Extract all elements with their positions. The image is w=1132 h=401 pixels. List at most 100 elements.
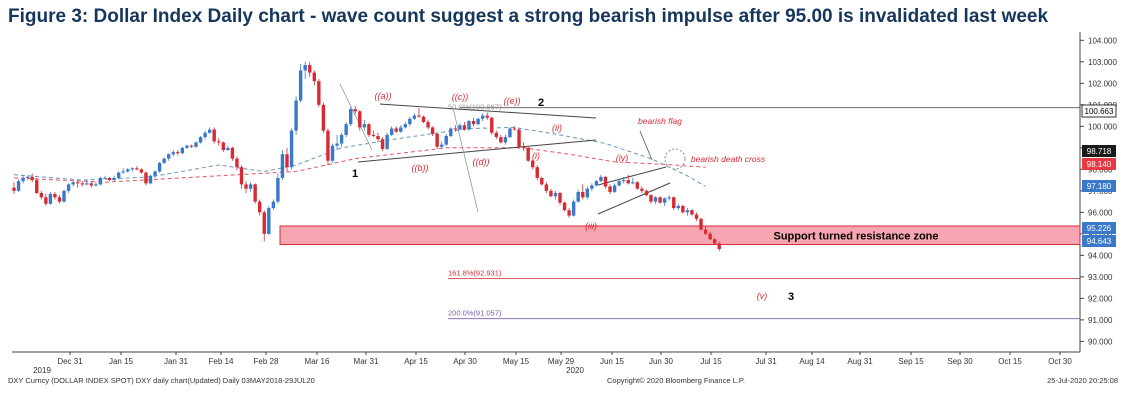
candle-body [635,182,640,189]
fib-label: 200.0%(91.057) [448,309,502,318]
candle-body [303,65,307,71]
candle-body [408,118,412,125]
price-tag [1082,145,1116,157]
candle-body [685,210,690,213]
y-tick-label: 96.000 [1088,208,1113,217]
candle-body [553,193,558,197]
flag-lower-line [597,182,671,215]
candle-body [330,145,335,161]
price-tag [1081,104,1117,118]
x-tick-label: Aug 14 [799,357,825,366]
x-tick-label: Jan 31 [164,357,189,366]
candle-body [98,177,103,185]
x-tick-label: Jul 31 [755,357,777,366]
x-tick-label: Dec 31 [57,357,83,366]
candle-body [594,181,599,186]
footer-copyright: Copyright© 2020 Bloomberg Finance L.P. [607,376,745,385]
price-tag-label: 97.180 [1087,182,1112,191]
x-tick-label: Mar 16 [305,357,330,366]
candle-body [144,172,148,184]
candle-body [458,125,462,130]
price-tag-label: 100.663 [1085,107,1114,116]
candle-body [708,233,712,240]
candle-body [626,180,630,184]
candle-body [294,100,298,131]
candle-body [603,176,608,187]
candle-body [540,177,544,185]
wave-label: ((a)) [375,91,392,101]
candle-body [185,145,189,148]
x-tick-label: Aug 31 [847,357,873,366]
fib-label: 161.8%(92.931) [448,268,502,277]
candle-body [198,137,203,143]
candle-body [649,195,653,202]
candle-body [48,194,53,204]
candle-body [153,171,157,176]
y-tick-label: 92.000 [1088,294,1113,303]
candle-body [713,239,717,244]
candle-body [562,202,567,211]
candle-body [571,201,576,216]
candle-body [103,177,107,179]
candle-body [703,229,708,234]
candle-body [394,128,398,132]
x-tick-label: Mar 31 [354,357,379,366]
candle-body [503,137,508,143]
candle-body [640,188,644,191]
candle-body [176,152,180,154]
x-year-label: 2020 [566,366,584,375]
candle-body [194,142,198,147]
candle-body [617,181,621,186]
candle-body [494,132,498,138]
candle-body [12,187,16,191]
candle-body [66,184,71,191]
candle-body [717,243,721,249]
figure-title: Figure 3: Dollar Index Daily chart - wav… [8,6,1049,27]
candle-body [476,118,480,125]
trendline-layer [339,83,686,215]
candle-body [567,210,571,216]
candle-body [344,124,348,135]
x-tick-label: Jun 15 [600,357,625,366]
candle-body [107,177,112,181]
x-tick-label: Jul 15 [700,357,722,366]
y-tick-label: 94.000 [1088,251,1113,260]
candles-layer [12,61,721,252]
x-year-label: 2019 [33,366,51,375]
footer-layer: DXY Curncy (DOLLAR INDEX SPOT) DXY daily… [8,376,1118,385]
candle-body [230,147,235,159]
flag-upper-line [597,166,667,186]
candle-body [658,197,662,203]
price-tag-label: 98.718 [1087,147,1112,156]
candle-body [608,186,612,192]
moving-average-layer [13,126,706,187]
candle-body [80,183,84,185]
candle-body [339,134,344,144]
candle-body [271,201,276,209]
support-zone-band [279,225,1081,246]
y-tick-label: 103.000 [1088,58,1117,67]
candle-body [672,197,676,209]
candle-body [35,180,39,193]
wave-label: bearish death cross [691,154,766,164]
candle-body [280,154,285,178]
x-tick-label: May 15 [503,357,530,366]
candle-body [285,154,289,168]
fib-label: 50.0%(100.867) [448,103,502,112]
candle-body [653,197,658,202]
candle-body [203,132,207,138]
support-zone-label: Support turned resistance zone [773,230,938,242]
candle-body [148,175,153,184]
candle-body [549,190,553,197]
candle-body [167,154,171,159]
x-tick-label: Feb 14 [209,357,234,366]
support-zone-layer: Support turned resistance zone [279,225,1081,246]
x-tick-label: Feb 28 [254,357,279,366]
y-tick-label: 93.000 [1088,273,1113,282]
x-tick-label: Sep 30 [947,357,973,366]
candle-body [499,137,503,143]
candle-body [471,120,476,125]
x-tick-label: Oct 30 [1048,357,1072,366]
candle-body [353,109,357,112]
death-cross-circle [664,148,686,170]
